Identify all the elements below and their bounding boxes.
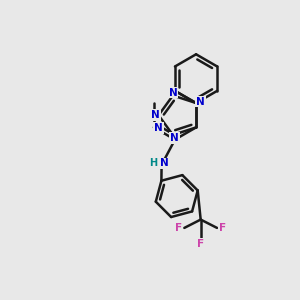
Text: F: F [219, 223, 226, 233]
Text: N: N [154, 123, 163, 133]
Text: N: N [151, 110, 160, 120]
Text: N: N [169, 88, 177, 98]
Text: H: H [149, 158, 157, 168]
Text: N: N [170, 133, 179, 143]
Text: N: N [160, 158, 169, 168]
Text: F: F [176, 223, 182, 233]
Text: F: F [197, 239, 204, 249]
Text: N: N [196, 97, 205, 106]
